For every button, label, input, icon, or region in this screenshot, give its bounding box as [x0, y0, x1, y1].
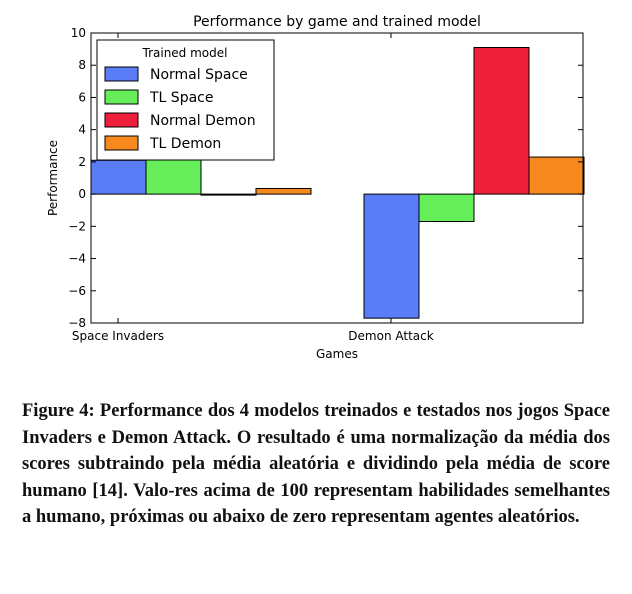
y-tick-label: 2 [78, 155, 86, 169]
y-tick-label: 0 [78, 187, 86, 201]
y-tick-label: 4 [78, 123, 86, 137]
chart-title: Performance by game and trained model [193, 14, 481, 30]
legend-swatch [105, 67, 138, 81]
figure-caption: Figure 4: Performance dos 4 modelos trei… [22, 398, 610, 531]
bar-normal-space-demon-attack [364, 194, 419, 318]
y-tick-label: −8 [68, 316, 86, 330]
legend: Trained model Normal Space TL Space Normal… [97, 40, 274, 160]
y-tick-label: −4 [68, 252, 86, 266]
legend-swatch [105, 113, 138, 127]
bar-normal-space-space-invaders [91, 160, 146, 194]
bar-tl-demon-demon-attack [529, 157, 584, 194]
legend-swatch [105, 136, 138, 150]
y-tick-label: −6 [68, 284, 86, 298]
legend-label: TL Demon [149, 136, 221, 152]
bar-normal-demon-demon-attack [474, 48, 529, 195]
y-tick-label: 10 [71, 26, 86, 40]
y-tick-label: 8 [78, 58, 86, 72]
x-tick-label: Space Invaders [72, 329, 164, 343]
legend-swatch [105, 90, 138, 104]
bar-tl-demon-space-invaders [256, 188, 311, 194]
x-axis-label: Games [316, 347, 358, 361]
legend-label: TL Space [149, 90, 213, 106]
chart: Performance by game and trained model 10… [0, 0, 632, 380]
x-tick-label: Demon Attack [348, 329, 433, 343]
y-tick-label: −2 [68, 219, 86, 233]
bar-tl-space-demon-attack [419, 194, 474, 221]
legend-label: Normal Space [150, 67, 248, 83]
bar-tl-space-space-invaders [146, 159, 201, 194]
y-tick-label: 6 [78, 90, 86, 104]
legend-title: Trained model [142, 46, 228, 60]
y-axis-label: Performance [46, 140, 60, 216]
bar-normal-demon-space-invaders [201, 194, 256, 195]
legend-label: Normal Demon [150, 113, 256, 129]
